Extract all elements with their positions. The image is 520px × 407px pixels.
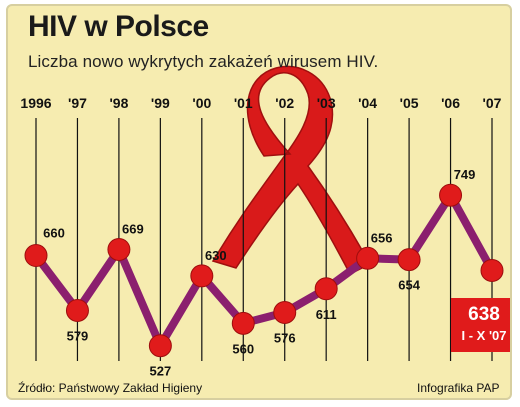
data-label: 630 bbox=[205, 248, 227, 263]
data-label: 576 bbox=[274, 330, 296, 345]
badge-period: I - X '07 bbox=[461, 328, 507, 343]
data-point bbox=[314, 277, 338, 301]
data-label: 560 bbox=[232, 341, 254, 356]
data-label: 749 bbox=[454, 167, 476, 182]
data-point bbox=[24, 244, 48, 268]
data-point bbox=[148, 334, 172, 358]
page-title: HIV w Polsce bbox=[28, 10, 209, 43]
x-tick-label: '98 bbox=[109, 95, 128, 111]
badge-value: 638 bbox=[468, 304, 500, 325]
data-point bbox=[190, 264, 214, 288]
infographic: 1996 '97 '98 '99 '00 '01 '02 '03 '04 '05 '06 '07 66… bbox=[6, 4, 512, 400]
source-note: Źródło: Państwowy Zakład Higieny bbox=[18, 381, 203, 395]
data-label: 527 bbox=[150, 364, 172, 379]
x-tick-label: '03 bbox=[317, 95, 336, 111]
last-value-badge: 638 I - X '07 bbox=[451, 298, 510, 352]
red-ribbon-icon bbox=[211, 65, 372, 275]
x-tick-label: '04 bbox=[358, 95, 377, 111]
x-tick-label: '01 bbox=[234, 95, 253, 111]
x-tick-label: '99 bbox=[151, 95, 170, 111]
chart-subtitle: Liczba nowo wykrytych zakażeń wirusem HI… bbox=[28, 52, 379, 71]
x-tick-label: '97 bbox=[68, 95, 87, 111]
data-label: 579 bbox=[67, 328, 89, 343]
data-point bbox=[107, 237, 131, 261]
data-point bbox=[439, 183, 463, 207]
x-tick-label: '05 bbox=[400, 95, 419, 111]
credit-note: Infografika PAP bbox=[417, 381, 500, 395]
x-tick-label: '00 bbox=[192, 95, 211, 111]
data-label: 656 bbox=[371, 230, 393, 245]
data-point bbox=[65, 298, 89, 322]
data-point bbox=[356, 246, 380, 270]
x-tick-label: 1996 bbox=[20, 95, 51, 111]
data-label: 654 bbox=[398, 278, 420, 293]
data-point bbox=[397, 248, 421, 272]
data-point bbox=[273, 300, 297, 324]
data-point bbox=[480, 258, 504, 282]
x-tick-label: '02 bbox=[275, 95, 294, 111]
data-label: 669 bbox=[122, 221, 144, 236]
x-tick-label: '06 bbox=[441, 95, 460, 111]
x-tick-label: '07 bbox=[483, 95, 502, 111]
line-chart: 1996 '97 '98 '99 '00 '01 '02 '03 '04 '05 '06 '07 66… bbox=[20, 65, 504, 379]
data-point bbox=[231, 311, 255, 335]
series-line bbox=[32, 191, 496, 350]
data-label: 611 bbox=[316, 307, 337, 322]
data-label: 660 bbox=[43, 226, 65, 241]
